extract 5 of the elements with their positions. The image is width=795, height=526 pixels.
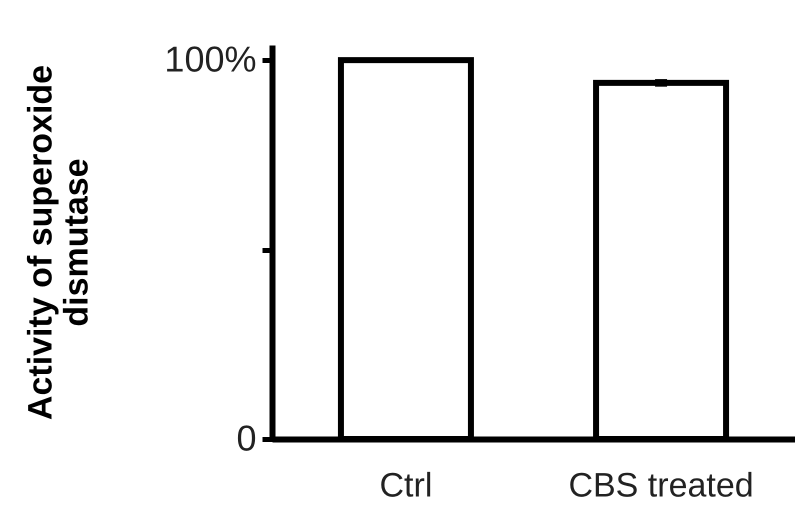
y-axis-title: Activity of superoxide dismutase — [21, 64, 96, 420]
x-tick-label: CBS treated — [568, 466, 754, 504]
y-tick-label: 0 — [236, 418, 256, 458]
x-tick-label: Ctrl — [379, 466, 432, 504]
y-tick-label: 100% — [164, 38, 256, 80]
